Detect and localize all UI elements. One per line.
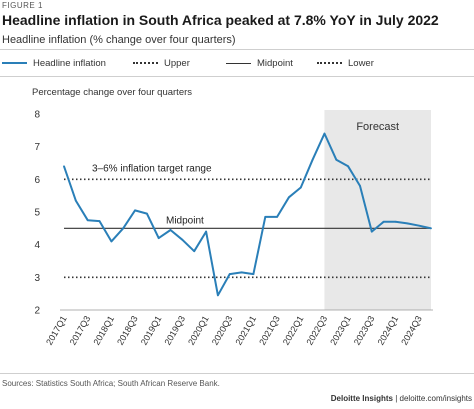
x-tick-label: 2018Q1 [91, 314, 116, 347]
x-tick-label: 2024Q1 [376, 314, 401, 347]
midpoint-label: Midpoint [166, 215, 204, 226]
y-tick-label: 3 [34, 273, 40, 284]
forecast-label: Forecast [356, 121, 399, 133]
data-point [145, 212, 148, 215]
data-point [252, 273, 255, 275]
data-point [430, 227, 432, 230]
legend-label-headline: Headline inflation [33, 57, 106, 69]
x-tick-label: 2022Q1 [281, 314, 306, 347]
chart-title: Headline inflation in South Africa peake… [2, 12, 439, 28]
data-point [63, 165, 65, 168]
data-point [98, 220, 101, 223]
legend-swatch-lower [317, 62, 342, 64]
x-tick-label: 2017Q1 [44, 314, 69, 347]
data-point [418, 224, 421, 227]
data-point [382, 220, 385, 223]
data-point [74, 199, 77, 202]
y-tick-label: 8 [34, 110, 40, 121]
y-tick-label: 7 [34, 142, 40, 153]
data-point [122, 227, 125, 230]
data-point [205, 230, 207, 233]
data-point [169, 229, 172, 231]
data-point [323, 132, 326, 135]
divider-bottom [0, 373, 474, 374]
legend-label-midpoint: Midpoint [257, 57, 293, 69]
data-point [370, 230, 373, 233]
data-point [157, 237, 160, 240]
legend-swatch-midpoint [226, 62, 251, 64]
legend-label-lower: Lower [348, 57, 374, 69]
x-tick-label: 2022Q3 [305, 314, 330, 347]
data-point [228, 273, 231, 275]
y-tick-label: 6 [34, 175, 40, 186]
x-tick-label: 2023Q3 [352, 314, 377, 347]
data-point [299, 186, 302, 189]
y-tick-label: 4 [34, 240, 40, 251]
source-note: Sources: Statistics South Africa; South … [2, 379, 220, 388]
data-point [110, 240, 113, 243]
data-point [288, 196, 290, 199]
brand-footer: Deloitte Insights | deloitte.com/insight… [330, 394, 472, 403]
series-line-headline-inflation [63, 132, 432, 297]
x-tick-label: 2018Q3 [115, 314, 140, 347]
data-point [86, 219, 89, 222]
target-range-label: 3–6% inflation target range [92, 163, 212, 174]
data-point [264, 216, 267, 218]
x-tick-label: 2021Q3 [257, 314, 282, 347]
brand-name: Deloitte Insights [330, 394, 393, 403]
legend-item-upper: Upper [133, 56, 190, 70]
x-tick-label: 2019Q3 [162, 314, 187, 347]
figure-label: FIGURE 1 [2, 1, 43, 10]
data-point [311, 158, 314, 161]
data-point [193, 250, 196, 253]
brand-url: deloitte.com/insights [399, 394, 472, 403]
data-point [181, 238, 184, 241]
forecast-shade [324, 110, 431, 310]
y-tick-label: 5 [34, 208, 40, 219]
data-point [406, 222, 409, 225]
data-point [240, 271, 243, 274]
x-tick-label: 2019Q1 [139, 314, 164, 347]
divider-legend [0, 76, 474, 77]
divider-top [0, 49, 474, 50]
x-tick-label: 2020Q1 [186, 314, 211, 347]
data-point [394, 220, 397, 223]
data-point [217, 294, 219, 297]
legend-item-headline: Headline inflation [2, 56, 106, 70]
legend-swatch-headline [2, 62, 27, 64]
y-axis-title: Percentage change over four quarters [32, 87, 193, 98]
x-tick-label: 2023Q1 [328, 314, 353, 347]
y-tick-label: 2 [34, 306, 40, 317]
x-tick-label: 2021Q1 [233, 314, 258, 347]
data-point [347, 165, 350, 168]
legend: Headline inflation Upper Midpoint Lower [0, 56, 474, 70]
legend-item-midpoint: Midpoint [226, 56, 293, 70]
legend-item-lower: Lower [317, 56, 374, 70]
x-tick-label: 2024Q3 [399, 314, 424, 347]
data-point [335, 158, 338, 161]
data-point [359, 184, 361, 187]
legend-label-upper: Upper [164, 57, 190, 69]
legend-swatch-upper [133, 62, 158, 64]
data-point [276, 216, 278, 218]
chart-subtitle: Headline inflation (% change over four q… [2, 34, 236, 46]
data-point [134, 209, 136, 212]
x-tick-label: 2020Q3 [210, 314, 235, 347]
x-tick-label: 2017Q3 [68, 314, 93, 347]
